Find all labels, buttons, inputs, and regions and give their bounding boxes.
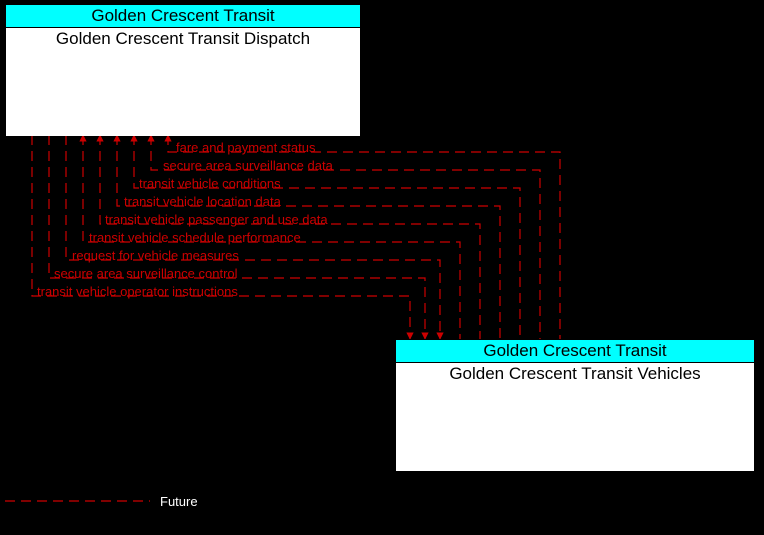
flow-label: transit vehicle passenger and use data	[105, 212, 328, 227]
flow-label: transit vehicle operator instructions	[37, 284, 238, 299]
node-vehicles-body: Golden Crescent Transit Vehicles	[396, 363, 754, 471]
legend-label: Future	[160, 494, 198, 509]
node-dispatch: Golden Crescent Transit Golden Crescent …	[5, 4, 361, 135]
flow-label: transit vehicle conditions	[139, 176, 281, 191]
node-vehicles: Golden Crescent Transit Golden Crescent …	[395, 339, 755, 470]
flow-label: secure area surveillance data	[163, 158, 333, 173]
flow-label: secure area surveillance control	[54, 266, 238, 281]
node-dispatch-header: Golden Crescent Transit	[6, 5, 360, 28]
flow-label: transit vehicle location data	[124, 194, 281, 209]
node-vehicles-header: Golden Crescent Transit	[396, 340, 754, 363]
node-dispatch-body: Golden Crescent Transit Dispatch	[6, 28, 360, 136]
flow-label: request for vehicle measures	[72, 248, 239, 263]
flow-label: transit vehicle schedule performance	[89, 230, 301, 245]
flow-label: fare and payment status	[176, 140, 315, 155]
